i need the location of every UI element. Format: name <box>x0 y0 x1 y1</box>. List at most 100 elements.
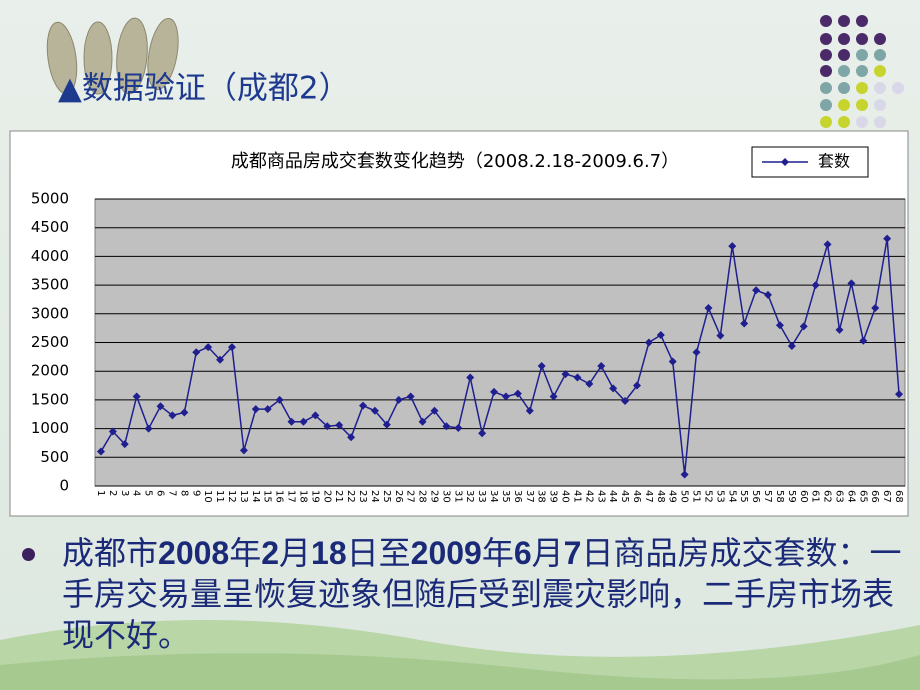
bullet-segment: 年 <box>481 534 514 572</box>
data-point <box>895 390 904 399</box>
bullet-segment: 2009 <box>410 535 482 571</box>
data-point <box>740 319 749 328</box>
data-point <box>728 242 737 251</box>
x-tick-label: 37 <box>524 490 535 503</box>
x-tick-label: 14 <box>250 490 261 503</box>
x-tick-label: 21 <box>333 490 344 503</box>
data-point <box>513 389 522 398</box>
x-tick-label: 3 <box>119 490 130 496</box>
x-tick-label: 25 <box>381 490 392 503</box>
data-point <box>454 424 463 433</box>
data-point <box>299 417 308 426</box>
x-tick-label: 47 <box>643 490 654 503</box>
x-tick-label: 29 <box>428 490 439 503</box>
data-point <box>275 395 284 404</box>
x-tick-label: 7 <box>166 490 177 496</box>
data-point <box>668 357 677 366</box>
data-point <box>847 279 856 288</box>
y-tick-label: 3500 <box>31 276 69 294</box>
x-tick-label: 19 <box>309 490 320 503</box>
x-tick-label: 56 <box>750 490 761 503</box>
bullet-dot <box>22 548 35 561</box>
x-tick-label: 5 <box>143 490 154 496</box>
leaves <box>46 17 179 95</box>
data-point <box>680 470 689 479</box>
bullet-segment: 2 <box>261 535 280 571</box>
data-point <box>263 405 272 414</box>
x-tick-label: 13 <box>238 490 249 503</box>
data-point <box>597 362 606 371</box>
x-tick-label: 4 <box>131 490 142 496</box>
hill <box>0 653 920 690</box>
x-tick-label: 1 <box>95 490 106 496</box>
data-point <box>490 387 499 396</box>
y-tick-label: 1500 <box>31 390 69 408</box>
data-point <box>204 343 213 352</box>
x-tick-label: 30 <box>440 490 451 503</box>
data-point <box>752 286 761 295</box>
data-point <box>132 392 141 401</box>
x-tick-label: 55 <box>738 490 749 503</box>
y-tick-label: 1000 <box>31 419 69 437</box>
data-point <box>609 384 618 393</box>
x-tick-label: 23 <box>357 490 368 503</box>
x-tick-label: 36 <box>512 490 523 503</box>
x-tick-label: 63 <box>833 490 844 503</box>
y-tick-label: 3000 <box>31 304 69 322</box>
data-point <box>764 290 773 299</box>
data-point <box>108 427 117 436</box>
x-tick-label: 18 <box>297 490 308 503</box>
data-point <box>859 336 868 345</box>
data-point <box>406 392 415 401</box>
x-tick-label: 33 <box>476 490 487 503</box>
data-point <box>144 424 153 433</box>
data-point <box>311 411 320 420</box>
x-tick-label: 10 <box>202 490 213 503</box>
bullet-segment: 成都市 <box>62 534 159 572</box>
x-tick-label: 43 <box>595 490 606 503</box>
x-tick-label: 49 <box>667 490 678 503</box>
x-tick-label: 67 <box>881 490 892 503</box>
x-tick-label: 28 <box>417 490 428 503</box>
x-tick-label: 39 <box>548 490 559 503</box>
data-point <box>478 429 487 438</box>
legend-marker <box>781 158 789 166</box>
x-tick-label: 16 <box>274 490 285 503</box>
data-point <box>418 417 427 426</box>
x-tick-label: 48 <box>655 490 666 503</box>
data-point <box>442 422 451 431</box>
bullet-segment: 月 <box>531 534 564 572</box>
data-point <box>573 373 582 382</box>
data-point <box>835 325 844 334</box>
x-tick-label: 44 <box>607 490 618 503</box>
x-tick-label: 40 <box>560 490 571 503</box>
x-tick-label: 24 <box>369 490 380 503</box>
x-tick-label: 31 <box>452 490 463 503</box>
x-tick-label: 50 <box>679 490 690 503</box>
y-tick-label: 2000 <box>31 362 69 380</box>
data-point <box>823 240 832 249</box>
data-point <box>525 406 534 415</box>
x-tick-label: 61 <box>810 490 821 503</box>
data-point <box>180 408 189 417</box>
x-tick-label: 35 <box>500 490 511 503</box>
x-tick-label: 17 <box>286 490 297 503</box>
data-point <box>883 234 892 243</box>
data-point <box>216 355 225 364</box>
bullet-segment: 6 <box>513 535 532 571</box>
x-tick-label: 68 <box>893 490 904 503</box>
bullet-segment: 月 <box>279 534 312 572</box>
data-point <box>704 304 713 313</box>
x-tick-label: 45 <box>619 490 630 503</box>
data-point <box>716 331 725 340</box>
legend-label: 套数 <box>818 152 850 171</box>
x-tick-label: 15 <box>262 490 273 503</box>
dots <box>820 15 904 128</box>
x-tick-label: 12 <box>226 490 237 503</box>
x-tick-label: 26 <box>393 490 404 503</box>
x-tick-label: 51 <box>691 490 702 503</box>
data-point <box>370 406 379 415</box>
bullet-segment: 18 <box>311 535 347 571</box>
